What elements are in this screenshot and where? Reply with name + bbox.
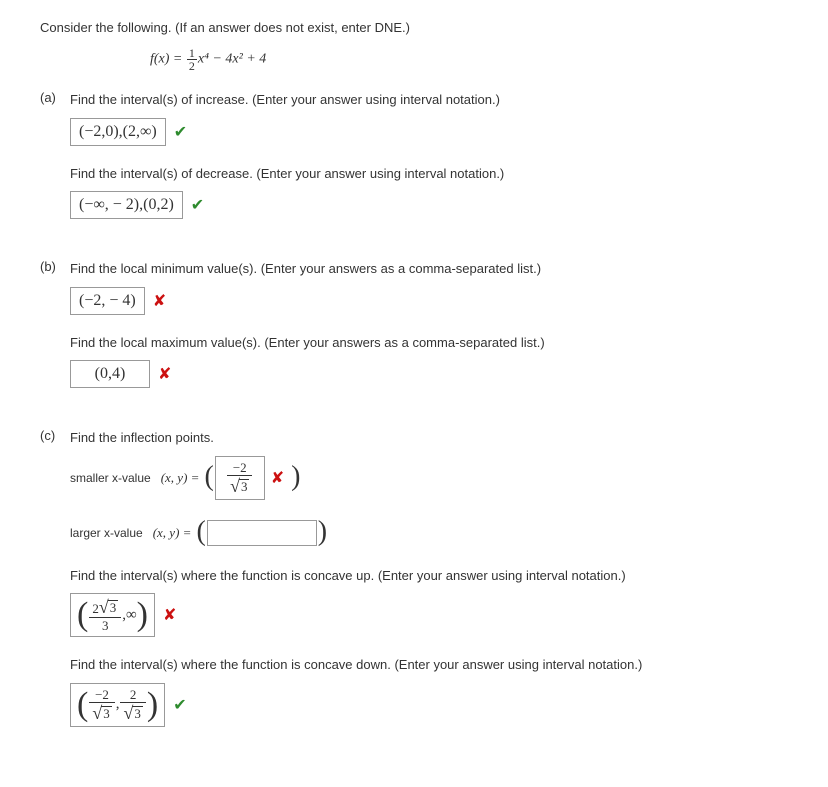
part-b-answer1[interactable]: (−2, − 4) [70, 287, 145, 315]
xy-equals: (x, y) = [153, 525, 192, 541]
part-a: (a) Find the interval(s) of increase. (E… [40, 90, 788, 237]
part-b-answer2[interactable]: (0,4) [70, 360, 150, 388]
larger-x-answer[interactable] [207, 520, 317, 546]
formula-rest: x⁴ − 4x² + 4 [198, 52, 266, 67]
cross-icon: ✘ [158, 364, 171, 384]
intro-text: Consider the following. (If an answer do… [40, 20, 788, 35]
part-c-q3: Find the interval(s) where the function … [70, 655, 788, 675]
part-c-q1: Find the inflection points. [70, 428, 788, 448]
cross-icon: ✘ [163, 605, 176, 625]
check-icon: ✔ [174, 122, 187, 142]
formula: f(x) = 12x⁴ − 4x² + 4 [150, 47, 788, 72]
concave-up-answer[interactable]: ( 2√3 3 ,∞ ) [70, 593, 155, 637]
part-b-q2: Find the local maximum value(s). (Enter … [70, 333, 788, 353]
open-paren: ( [196, 521, 205, 543]
xy-equals: (x, y) = [161, 470, 200, 486]
cross-icon: ✘ [153, 291, 166, 311]
part-c-q2: Find the interval(s) where the function … [70, 566, 788, 586]
formula-lhs: f(x) = [150, 52, 186, 67]
part-b: (b) Find the local minimum value(s). (En… [40, 259, 788, 406]
part-b-q1: Find the local minimum value(s). (Enter … [70, 259, 788, 279]
check-icon: ✔ [173, 695, 186, 715]
part-b-label: (b) [40, 259, 70, 274]
formula-frac: 12 [187, 47, 197, 72]
part-a-q2: Find the interval(s) of decrease. (Enter… [70, 164, 788, 184]
concave-down-answer[interactable]: ( −2 √3 , 2 √3 ) [70, 683, 165, 727]
part-a-answer1[interactable]: (−2,0),(2,∞) [70, 118, 166, 146]
close-paren: ) [291, 466, 300, 488]
larger-x-label: larger x-value [70, 526, 143, 540]
part-a-label: (a) [40, 90, 70, 105]
part-a-q1: Find the interval(s) of increase. (Enter… [70, 90, 788, 110]
check-icon: ✔ [191, 195, 204, 215]
open-paren: ( [204, 466, 213, 488]
cross-icon: ✘ [271, 468, 284, 488]
part-a-answer2[interactable]: (−∞, − 2),(0,2) [70, 191, 183, 219]
close-paren: ) [318, 521, 327, 543]
larger-paren-wrap: ( ) [195, 520, 328, 546]
part-c-label: (c) [40, 428, 70, 443]
smaller-paren-wrap: ( −2 √3 ✘ ) [203, 456, 301, 500]
smaller-x-label: smaller x-value [70, 471, 151, 485]
part-c: (c) Find the inflection points. smaller … [40, 428, 788, 745]
smaller-x-answer[interactable]: −2 √3 [215, 456, 265, 500]
